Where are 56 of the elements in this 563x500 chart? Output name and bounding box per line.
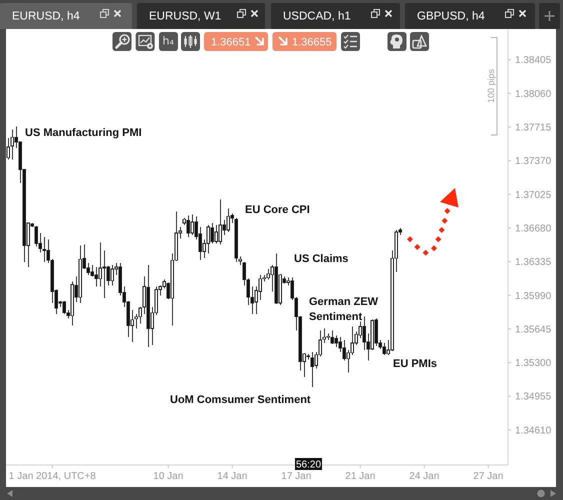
y-tick-label: 1.34610 [515,425,552,436]
candlestick [266,268,270,280]
y-tick-label: 1.36335 [515,257,552,268]
x-tick-label: 27 Jan [473,471,504,482]
text: USDCAD, h1 [283,10,351,22]
candlestick [94,266,98,288]
candlestick [334,334,338,348]
candlestick [98,242,102,288]
candlestick [190,214,194,236]
y-tick-label: 1.34955 [515,392,552,403]
candlestick [210,222,214,244]
text: EURUSD, W1 [149,10,222,22]
candlestick [206,224,210,254]
candlestick [382,342,386,356]
annotation: 1.36651 [211,36,251,48]
candlestick [226,208,230,232]
x-tick-label: 14 Jan [217,471,248,482]
candlestick [374,318,378,346]
candlestick [218,199,222,246]
annotation: h₄ [162,34,174,48]
y-tick-label: 1.36680 [515,223,552,234]
x-tick-label: 21 Jan [345,471,376,482]
x-tick-label: 17 Jan [281,471,312,482]
annotation: 1.36655 [292,36,332,48]
annotation: UoM Comsumer Sentiment [170,394,311,406]
candlestick [330,330,334,345]
candlestick [34,226,38,248]
candlestick [186,214,190,238]
x-tick-label: 24 Jan [409,471,440,482]
y-tick-label: 1.37715 [515,122,552,134]
y-tick-label: 1.35990 [515,290,552,302]
x-tick-label: 1 Jan 2014, UTC+8 [8,471,96,482]
y-tick-label: 1.37025 [515,190,552,201]
annotation: US Claims [294,253,348,265]
y-tick-label: 1.35645 [515,324,552,336]
chart-title: EURUSD, h4 [12,10,80,22]
candlestick [10,128,14,160]
candlestick [214,224,218,244]
y-tick-label: 1.38405 [515,55,552,66]
candlestick [42,236,46,263]
annotation: German ZEW Sentiment [309,296,379,323]
candlestick [342,340,346,362]
annotation: EU PMIs [393,358,438,370]
candlestick [62,300,66,314]
x-tick-label: 10 Jan [153,471,184,482]
text: GBPUSD, h4 [417,10,486,22]
y-tick-label: 1.35300 [515,358,552,370]
annotation: US Manufacturing PMI [25,127,142,139]
annotation: EU Core CPI [245,204,310,216]
candlestick [110,264,114,286]
candlestick [90,264,94,278]
annotation: 100 pips [486,68,496,104]
candlestick [362,316,366,350]
y-tick-label: 1.37370 [515,156,552,168]
candlestick [310,351,314,388]
y-tick-label: 1.38060 [515,88,552,100]
